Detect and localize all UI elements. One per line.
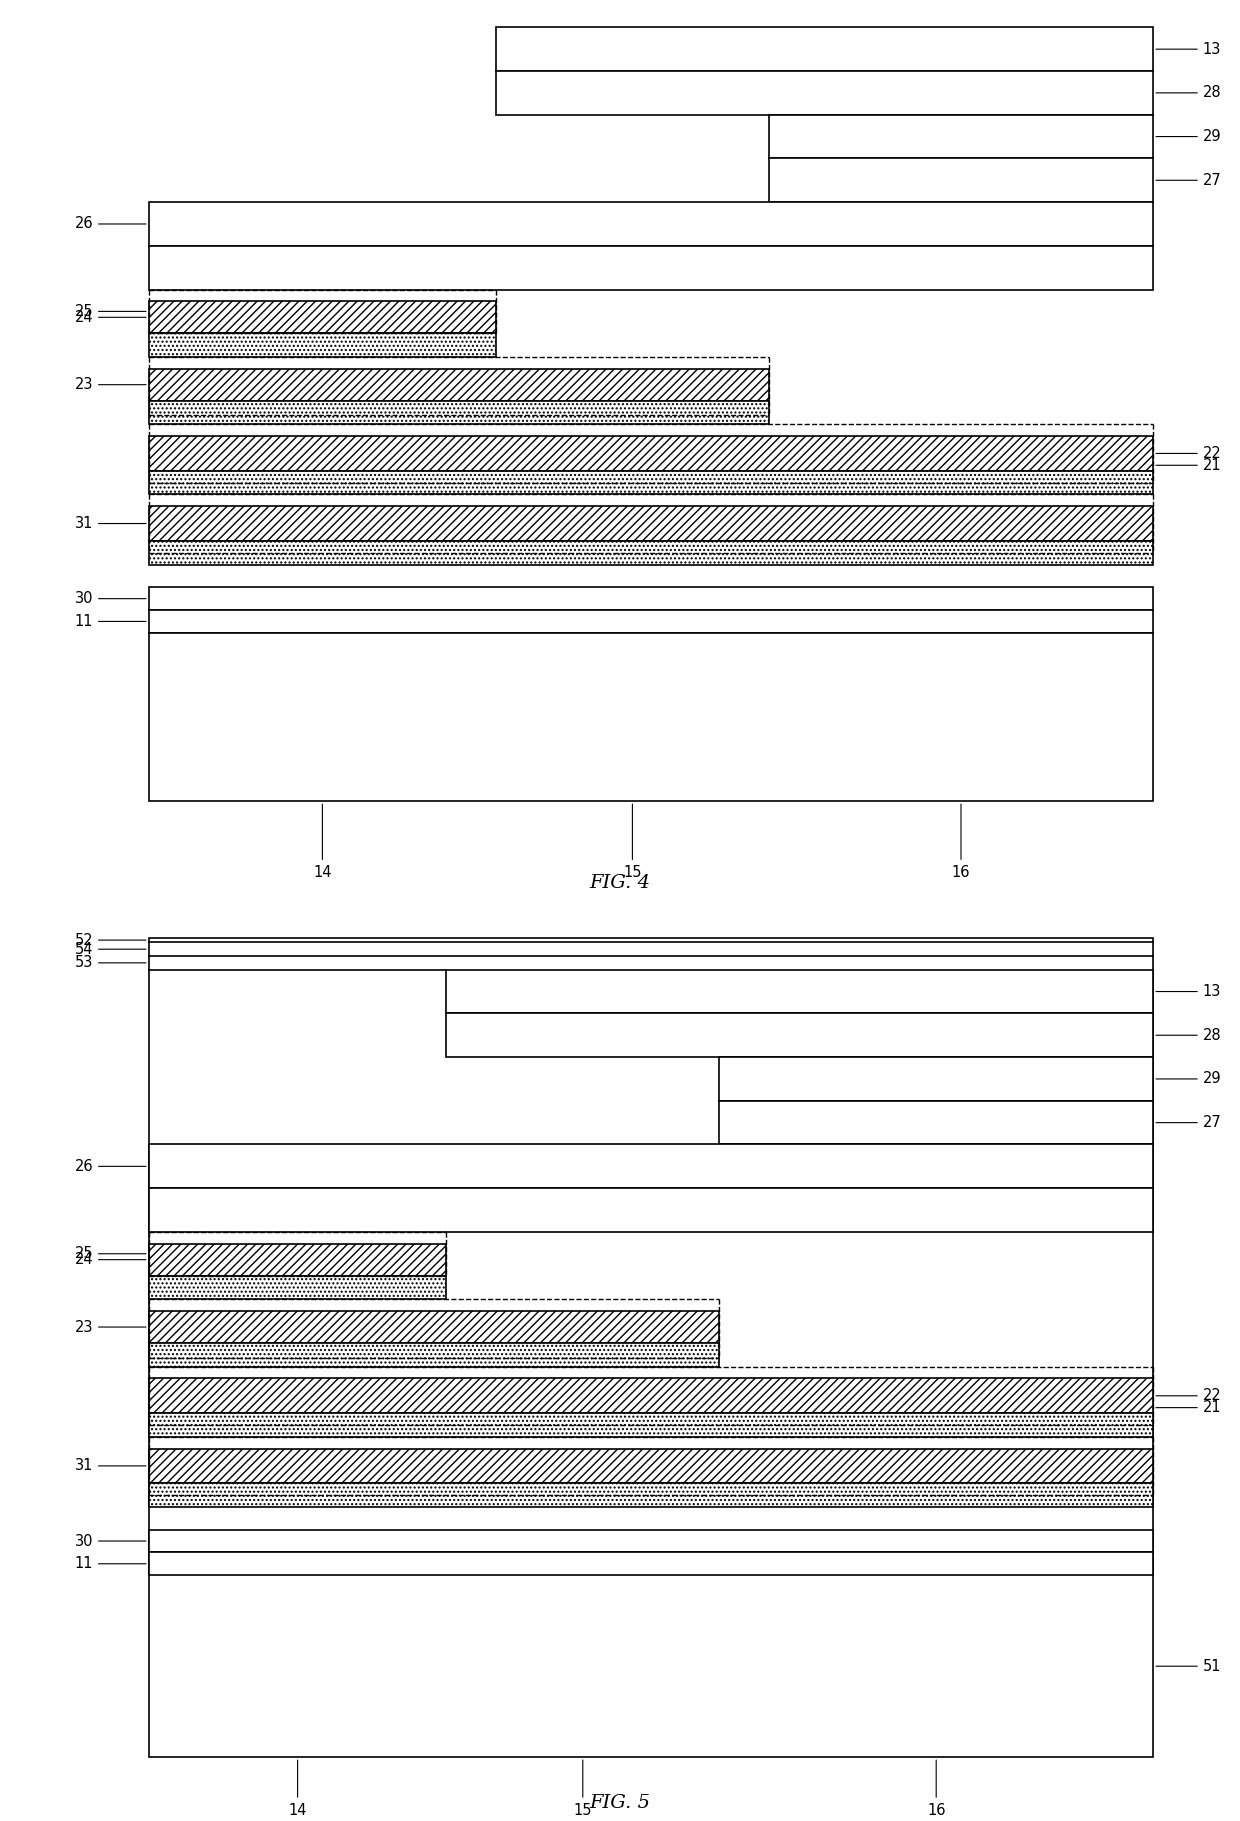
Bar bbox=[149, 368, 769, 401]
Text: 51: 51 bbox=[1156, 1659, 1221, 1673]
Text: 14: 14 bbox=[314, 805, 331, 880]
Bar bbox=[149, 1311, 719, 1344]
Text: 29: 29 bbox=[1156, 129, 1221, 144]
Text: 30: 30 bbox=[74, 1533, 146, 1548]
Bar bbox=[149, 586, 1153, 610]
Text: 13: 13 bbox=[1156, 983, 1221, 1000]
Text: 54: 54 bbox=[74, 941, 146, 956]
Bar bbox=[149, 1530, 1153, 1551]
Text: 15: 15 bbox=[574, 1761, 591, 1817]
Text: 30: 30 bbox=[74, 592, 146, 606]
Bar bbox=[769, 158, 1153, 202]
Bar bbox=[496, 71, 1153, 115]
Text: 22: 22 bbox=[1156, 1388, 1221, 1404]
Text: 28: 28 bbox=[1156, 86, 1221, 100]
Bar bbox=[149, 333, 496, 357]
Text: 29: 29 bbox=[1156, 1071, 1221, 1087]
Text: 11: 11 bbox=[74, 614, 146, 628]
Bar bbox=[149, 1482, 1153, 1508]
Text: 26: 26 bbox=[74, 1158, 146, 1175]
Text: FIG. 5: FIG. 5 bbox=[589, 1794, 651, 1812]
Text: 11: 11 bbox=[74, 1557, 146, 1572]
Bar bbox=[149, 1551, 1153, 1575]
Bar bbox=[149, 610, 1153, 634]
Text: 27: 27 bbox=[1156, 173, 1221, 188]
Bar bbox=[719, 1056, 1153, 1100]
Text: 24: 24 bbox=[74, 310, 146, 324]
Bar bbox=[719, 1100, 1153, 1145]
Bar bbox=[149, 634, 1153, 801]
Text: 22: 22 bbox=[1156, 446, 1221, 461]
Text: 13: 13 bbox=[1156, 42, 1221, 56]
Bar bbox=[149, 246, 1153, 290]
Bar bbox=[149, 202, 1153, 246]
Bar bbox=[149, 437, 1153, 470]
Bar bbox=[769, 115, 1153, 158]
Text: 28: 28 bbox=[1156, 1027, 1221, 1043]
Text: 25: 25 bbox=[74, 1246, 146, 1262]
Text: 16: 16 bbox=[928, 1761, 945, 1817]
Bar bbox=[149, 300, 496, 333]
Bar bbox=[149, 1413, 1153, 1437]
Text: 23: 23 bbox=[74, 1320, 146, 1335]
Bar bbox=[149, 1378, 1153, 1413]
Text: 16: 16 bbox=[952, 805, 970, 880]
Bar bbox=[149, 541, 1153, 565]
Bar bbox=[149, 506, 1153, 541]
Bar bbox=[149, 1450, 1153, 1482]
Text: 31: 31 bbox=[74, 1459, 146, 1473]
Text: 53: 53 bbox=[74, 956, 146, 971]
Bar bbox=[446, 969, 1153, 1012]
Bar bbox=[149, 470, 1153, 493]
Bar bbox=[446, 1012, 1153, 1056]
Bar bbox=[149, 1145, 1153, 1189]
Bar bbox=[149, 1187, 1153, 1231]
Text: 26: 26 bbox=[74, 217, 146, 231]
Bar bbox=[149, 401, 769, 424]
Bar bbox=[149, 1344, 719, 1366]
Text: 27: 27 bbox=[1156, 1114, 1221, 1131]
Bar bbox=[149, 1244, 446, 1275]
Text: 23: 23 bbox=[74, 377, 146, 392]
Text: 25: 25 bbox=[74, 304, 146, 319]
Text: 14: 14 bbox=[289, 1761, 306, 1817]
Bar bbox=[496, 27, 1153, 71]
Text: 15: 15 bbox=[624, 805, 641, 880]
Text: 24: 24 bbox=[74, 1253, 146, 1267]
Text: 21: 21 bbox=[1156, 1400, 1221, 1415]
Text: FIG. 4: FIG. 4 bbox=[589, 874, 651, 892]
Text: 31: 31 bbox=[74, 515, 146, 532]
Text: 52: 52 bbox=[74, 932, 146, 947]
Text: 21: 21 bbox=[1156, 457, 1221, 473]
Bar bbox=[149, 938, 1153, 1757]
Bar bbox=[149, 1275, 446, 1300]
